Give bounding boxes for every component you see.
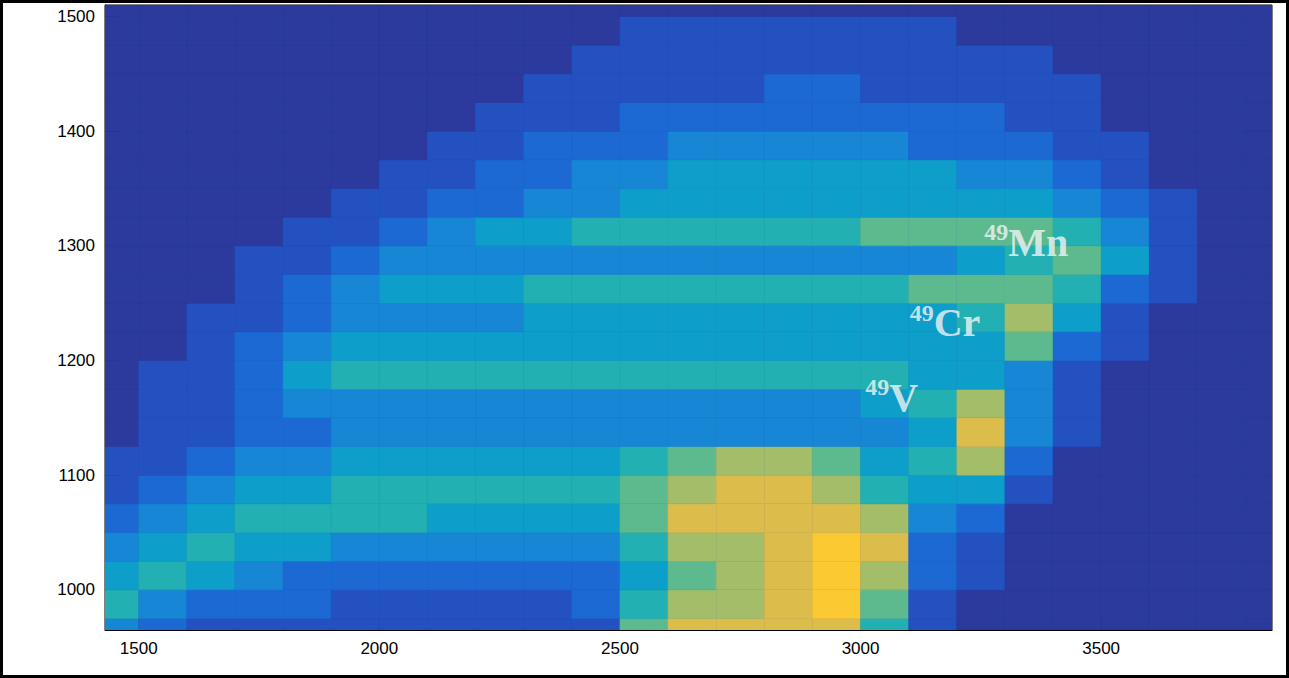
svg-text:49: 49 [910, 300, 934, 326]
svg-text:2000: 2000 [360, 639, 398, 658]
svg-text:1500: 1500 [57, 7, 95, 26]
svg-text:1200: 1200 [57, 351, 95, 370]
svg-text:1000: 1000 [57, 580, 95, 599]
svg-text:Mn: Mn [1008, 220, 1068, 265]
svg-text:49: 49 [984, 219, 1008, 245]
svg-text:1400: 1400 [57, 122, 95, 141]
svg-text:V: V [889, 375, 918, 420]
svg-text:1300: 1300 [57, 236, 95, 255]
svg-text:3000: 3000 [842, 639, 880, 658]
svg-text:49: 49 [865, 374, 889, 400]
svg-text:Cr: Cr [934, 300, 981, 345]
svg-text:1500: 1500 [120, 639, 158, 658]
svg-text:3500: 3500 [1082, 639, 1120, 658]
svg-text:2500: 2500 [601, 639, 639, 658]
svg-text:1100: 1100 [58, 466, 95, 485]
